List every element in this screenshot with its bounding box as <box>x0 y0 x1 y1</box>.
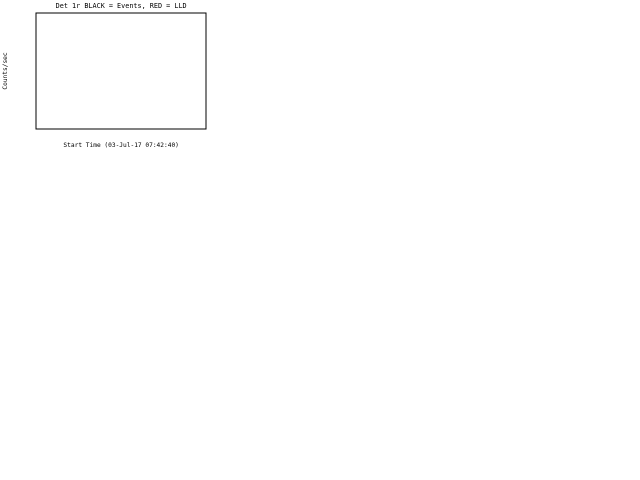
plot-box <box>35 12 207 130</box>
panel-title: Det 1r BLACK = Events, RED = LLD <box>56 2 187 10</box>
x-axis-label: Start Time (03-Jul-17 07:42:40) <box>63 142 178 149</box>
panel-det-1r: Det 1r BLACK = Events, RED = LLD Counts/s… <box>2 2 207 149</box>
y-axis-label: Counts/sec <box>2 52 9 90</box>
